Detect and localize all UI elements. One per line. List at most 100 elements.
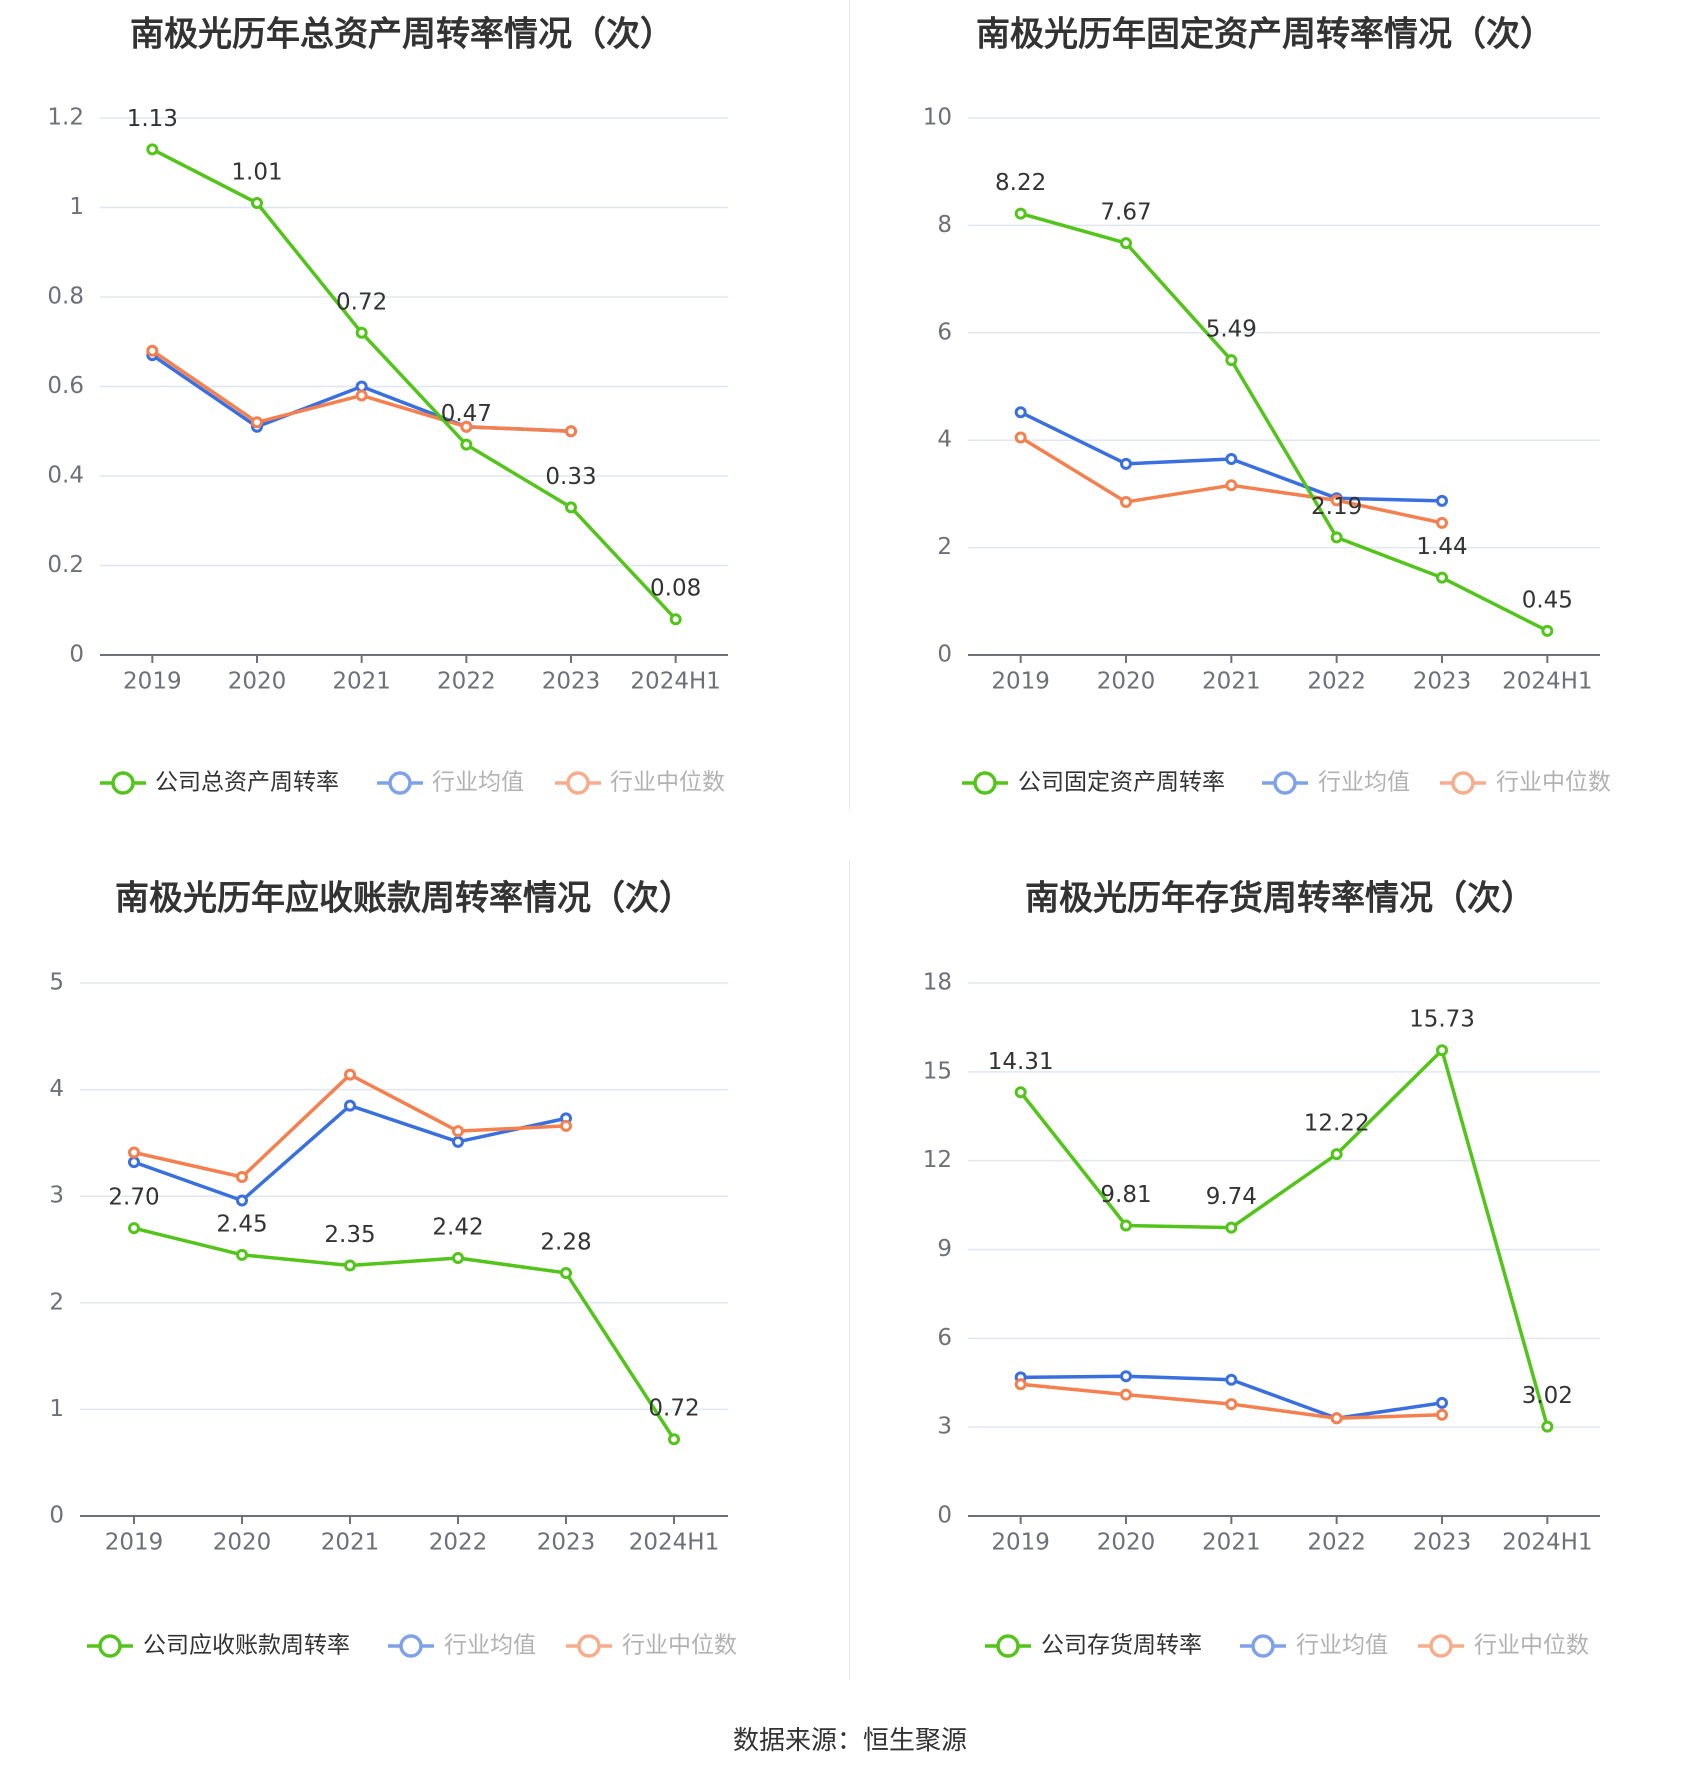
data-point-median[interactable] — [1436, 516, 1448, 529]
legend-item-avg[interactable]: 行业均值 — [1240, 1633, 1388, 1659]
data-label: 2.70 — [108, 1185, 159, 1211]
data-point-median[interactable] — [1436, 1408, 1448, 1421]
data-point-company[interactable] — [344, 1259, 356, 1272]
data-point-median[interactable] — [1120, 495, 1132, 508]
data-point-company[interactable] — [1014, 1086, 1027, 1099]
data-source-note: 数据来源：恒生聚源 — [732, 1726, 967, 1756]
data-point-company[interactable] — [236, 1248, 248, 1261]
y-tick-label: 9 — [937, 1236, 952, 1262]
chart-title: 南极光历年总资产周转率情况（次） — [130, 15, 674, 55]
data-point-company[interactable] — [669, 613, 682, 626]
data-point-median[interactable] — [1120, 1388, 1132, 1401]
data-point-company[interactable] — [668, 1433, 680, 1446]
legend-item-median[interactable]: 行业中位数 — [555, 770, 725, 796]
data-point-company[interactable] — [1436, 571, 1448, 584]
data-point-median[interactable] — [355, 389, 368, 402]
y-tick-label: 2 — [937, 534, 952, 560]
data-point-median[interactable] — [560, 1119, 572, 1132]
data-point-avg[interactable] — [1120, 1370, 1132, 1383]
data-point-median[interactable] — [236, 1171, 248, 1184]
y-tick-label: 0.2 — [47, 552, 84, 578]
data-point-company[interactable] — [560, 1266, 572, 1279]
panel-divider-bottom — [849, 860, 850, 1680]
data-point-median[interactable] — [565, 425, 577, 438]
data-point-median[interactable] — [1014, 1378, 1027, 1391]
data-point-company[interactable] — [128, 1222, 140, 1235]
y-tick-label: 3 — [49, 1183, 64, 1209]
data-point-company[interactable] — [1436, 1044, 1448, 1057]
data-label: 2.42 — [432, 1215, 483, 1241]
data-point-median[interactable] — [251, 416, 263, 429]
data-point-median[interactable] — [460, 420, 473, 433]
data-point-avg[interactable] — [1436, 1396, 1448, 1409]
data-label: 0.72 — [648, 1396, 699, 1422]
x-tick-label: 2022 — [1307, 669, 1366, 695]
data-point-avg[interactable] — [452, 1135, 464, 1148]
series-line-avg — [133, 1103, 567, 1203]
legend-item-company[interactable]: 公司存货周转率 — [985, 1633, 1202, 1659]
series-median — [1014, 431, 1448, 529]
data-point-company[interactable] — [1120, 237, 1132, 250]
data-label: 0.47 — [441, 401, 492, 427]
legend-item-median[interactable]: 行业中位数 — [566, 1633, 737, 1659]
legend-item-avg[interactable]: 行业均值 — [388, 1633, 536, 1659]
data-point-company[interactable] — [1014, 207, 1027, 220]
data-point-avg[interactable] — [128, 1156, 140, 1169]
x-tick-label: 2020 — [213, 1530, 272, 1556]
data-point-median[interactable] — [344, 1068, 356, 1081]
legend-label: 行业均值 — [1318, 770, 1410, 796]
series-line-company — [133, 1226, 676, 1441]
x-tick-label: 2022 — [429, 1530, 488, 1556]
data-point-avg[interactable] — [1225, 452, 1238, 465]
legend-item-avg[interactable]: 行业均值 — [1262, 770, 1410, 796]
data-point-company[interactable] — [460, 438, 473, 451]
y-tick-label: 8 — [937, 212, 952, 238]
series-median — [146, 344, 577, 438]
data-point-company[interactable] — [1330, 531, 1343, 544]
data-point-avg[interactable] — [1436, 494, 1448, 507]
y-tick-label: 0 — [69, 642, 84, 668]
data-point-avg[interactable] — [236, 1194, 248, 1207]
x-tick-label: 2024H1 — [629, 1530, 719, 1556]
data-point-company[interactable] — [355, 326, 368, 339]
data-point-avg[interactable] — [1225, 1373, 1238, 1386]
data-point-company[interactable] — [1541, 1420, 1554, 1433]
data-point-company[interactable] — [452, 1252, 464, 1265]
data-label: 3.02 — [1522, 1383, 1573, 1409]
data-point-company[interactable] — [1225, 1221, 1238, 1234]
data-point-avg[interactable] — [1120, 457, 1132, 470]
x-tick-label: 2021 — [332, 669, 391, 695]
data-point-median[interactable] — [1330, 1412, 1343, 1425]
data-point-company[interactable] — [146, 143, 159, 156]
data-point-company[interactable] — [565, 501, 577, 514]
data-point-median[interactable] — [146, 344, 159, 357]
y-tick-label: 0.8 — [47, 284, 84, 310]
data-point-company[interactable] — [1330, 1148, 1343, 1161]
data-point-median[interactable] — [1014, 431, 1027, 444]
legend-item-company[interactable]: 公司应收账款周转率 — [87, 1633, 350, 1659]
data-point-median[interactable] — [1225, 1398, 1238, 1411]
data-point-median[interactable] — [452, 1125, 464, 1138]
data-point-median[interactable] — [1225, 479, 1238, 492]
legend-item-company[interactable]: 公司总资产周转率 — [100, 770, 339, 796]
legend-item-median[interactable]: 行业中位数 — [1418, 1633, 1589, 1659]
data-point-company[interactable] — [1541, 624, 1554, 637]
data-point-company[interactable] — [1225, 354, 1238, 367]
legend-label: 公司存货周转率 — [1041, 1633, 1202, 1659]
data-point-avg[interactable] — [344, 1099, 356, 1112]
data-point-median[interactable] — [1330, 494, 1343, 507]
data-point-company[interactable] — [1120, 1219, 1132, 1232]
data-label: 0.45 — [1522, 587, 1573, 613]
legend-marker — [111, 771, 135, 795]
legend-marker — [98, 1634, 122, 1658]
data-point-median[interactable] — [128, 1146, 140, 1159]
data-point-avg[interactable] — [1014, 406, 1027, 419]
x-tick-label: 2019 — [991, 1530, 1050, 1556]
legend-label: 行业中位数 — [610, 770, 725, 796]
data-point-company[interactable] — [251, 197, 263, 210]
legend-item-median[interactable]: 行业中位数 — [1440, 770, 1611, 796]
legend-item-avg[interactable]: 行业均值 — [377, 770, 524, 796]
legend-marker — [1451, 771, 1475, 795]
legend-item-company[interactable]: 公司固定资产周转率 — [962, 770, 1225, 796]
